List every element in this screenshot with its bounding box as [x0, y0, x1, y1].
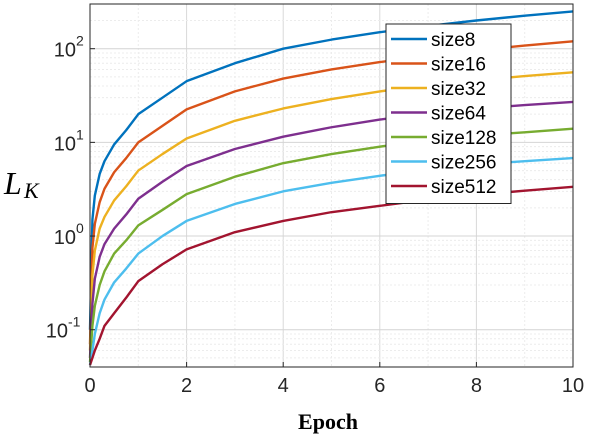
x-tick-label: 4 — [278, 375, 289, 397]
plot-frame — [89, 3, 574, 368]
legend-item: size16 — [391, 55, 486, 76]
y-axis-label-subscript: K — [23, 178, 40, 203]
y-tick-label: 10 -1 — [46, 314, 81, 343]
legend-label: size32 — [431, 79, 486, 100]
y-tick-exponent: 2 — [76, 33, 84, 49]
y-tick-exponent: 1 — [76, 126, 84, 142]
legend: size8 size16 size32 size64 size128 size256 siz… — [385, 23, 512, 204]
legend-item: size8 — [391, 30, 475, 51]
legend-item: size128 — [391, 128, 497, 149]
x-tick-label: 10 — [562, 375, 584, 397]
y-tick-base: 10 — [54, 133, 76, 155]
x-tick-label: 8 — [471, 375, 482, 397]
x-tick-label: 0 — [84, 375, 95, 397]
legend-item: size32 — [391, 79, 486, 100]
y-tick-label: 10 1 — [54, 126, 84, 155]
legend-label: size256 — [431, 153, 497, 174]
y-tick-exponent: 0 — [76, 220, 84, 236]
legend-label: size8 — [431, 30, 475, 51]
legend-item: size64 — [391, 104, 486, 125]
y-tick-base: 10 — [54, 227, 76, 249]
legend-label: size64 — [431, 104, 486, 125]
y-axis-label-main: L — [3, 165, 22, 201]
y-tick-base: 10 — [46, 321, 68, 343]
x-tick-label: 2 — [181, 375, 192, 397]
legend-label: size16 — [431, 55, 486, 76]
legend-item: size256 — [391, 153, 497, 174]
legend-label: size512 — [431, 177, 497, 198]
legend-box — [385, 23, 512, 204]
y-tick-label: 10 0 — [54, 220, 84, 249]
y-tick-base: 10 — [54, 40, 76, 62]
legend-label: size128 — [431, 128, 497, 149]
legend-item: size512 — [391, 177, 497, 198]
y-tick-exponent: -1 — [68, 314, 81, 330]
x-tick-label: 6 — [374, 375, 385, 397]
y-tick-label: 10 2 — [54, 33, 84, 62]
x-axis-label: Epoch — [298, 409, 358, 434]
y-axis-label: L K — [3, 165, 40, 203]
